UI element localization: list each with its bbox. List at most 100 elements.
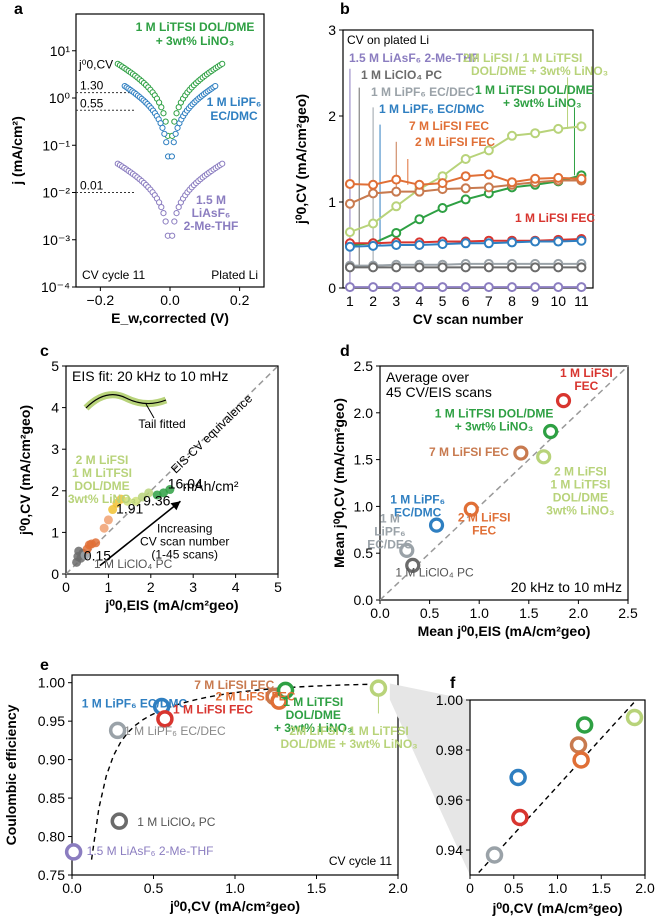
series-label: 7 M LiFSI FEC [429,445,509,459]
series-label: 1 M LiPF₆ EC/DEC [371,85,475,99]
x-tick-label: 1.0 [469,605,489,621]
data-point [103,515,113,525]
inset-pointer [145,403,155,419]
data-point [108,721,127,740]
series-label: DOL/DME [286,708,341,722]
data-point [158,104,165,111]
data-point [391,240,402,250]
series-label: 1 M LiFSI FEC [173,702,253,716]
data-point [391,227,402,238]
point-label: 1.91 [116,501,143,517]
y-tick-label: 0.96 [436,792,463,808]
series-label: 1.5 M LiAsF₆ 2-Me-THF [349,51,479,65]
x-tick-label: 1 [346,293,354,309]
data-point [576,235,587,246]
y-tick-label: 1 [51,524,59,540]
data-point [171,218,178,225]
series-label: 1 M LiClO₄ PC [361,68,442,82]
x-axis-label: j⁰0,CV (mA/cm²geo) [491,900,622,916]
data-point [576,121,587,132]
series-label: 1 M LiPF₆ [390,493,445,507]
j0-label: j⁰0,CV [78,58,113,72]
point-label: 0.15 [84,548,111,564]
y-tick-label: 10⁰ [49,90,71,106]
series-label: 7 M LiFSI FEC [409,119,489,133]
data-point [172,130,179,137]
data-point [165,485,175,495]
data-point [460,183,471,194]
series-label: 1 M LiTFSI DOL/DME [475,83,594,97]
data-point [368,240,379,251]
x-tick-label: 0.0 [62,880,82,896]
arrow [99,500,181,567]
data-point [483,282,494,293]
x-tick-label: 11 [574,293,589,309]
x-tick-label: 3 [189,579,197,595]
y-tick-label: 1.00 [38,675,65,691]
series-label: 1 M LiFSI FEC [515,211,595,225]
data-point [506,237,517,248]
data-point [344,262,355,273]
data-point [368,262,379,273]
x-tick-label: 2.0 [635,880,655,896]
series-label: FEC [472,523,496,537]
data-point [369,679,388,697]
data-point [160,110,167,117]
series-label: FEC [574,379,598,393]
series-label: EC/DMC [210,109,258,123]
y-tick-label: 2.5 [354,358,374,374]
y-tick-label: 10¹ [50,43,71,59]
data-point [212,82,219,90]
x-tick-label: 5 [439,293,447,309]
data-point [460,171,471,182]
x-tick-label: 2.5 [618,605,638,621]
data-point [506,130,517,141]
data-point [162,218,169,225]
data-point [483,169,494,180]
data-point [460,282,471,293]
x-axis-label: CV scan number [413,311,524,327]
data-point [391,174,402,185]
data-point [156,710,174,728]
arrowhead [170,501,181,511]
x-tick-label: 0.5 [504,880,524,896]
panel-e-letter: e [40,657,49,674]
data-point [437,282,448,293]
y-tick-label: 0.90 [38,752,65,768]
data-point [576,282,587,293]
y-tick-label: 0.98 [436,742,463,758]
series-label: 2M LiFSI / 1 M LiTFSI [463,51,582,65]
data-point [368,282,379,293]
y-tick-label: 0.85 [38,790,65,806]
x-tick-label: 9 [531,293,539,309]
series-label: 2 M LiFSI FEC [415,135,495,149]
data-point [99,523,109,533]
panel-title: CV on plated Li [347,33,429,47]
data-point [161,130,168,137]
data-point [576,173,587,184]
data-point [553,282,564,293]
equivalence-line [379,365,629,601]
data-point [414,214,425,225]
data-point [463,501,479,517]
data-point [219,160,226,167]
data-point [131,496,141,506]
note-label: 20 kHz to 10 mHz [511,579,622,595]
inset-curve [83,391,168,411]
series-label: 1 M LiPF₆ [207,95,262,109]
data-point [530,262,541,273]
x-tick-label: 1.5 [307,880,327,896]
y-tick-label: 0 [328,280,336,296]
y-axis-label: j⁰0,CV (mA/cm²geo) [293,94,309,225]
panel-title: 45 CV/EIS scans [386,384,492,400]
corner-label: Plated Li [211,268,258,282]
x-tick-label: 2.0 [569,605,589,621]
y-tick-label: 1 [328,194,336,210]
data-point [168,153,175,160]
series-label: 1 M LiClO₄ PC [94,557,173,571]
point-label: 9.36 [143,492,170,508]
data-point [122,496,132,506]
data-point [344,178,355,189]
data-point [391,262,402,273]
